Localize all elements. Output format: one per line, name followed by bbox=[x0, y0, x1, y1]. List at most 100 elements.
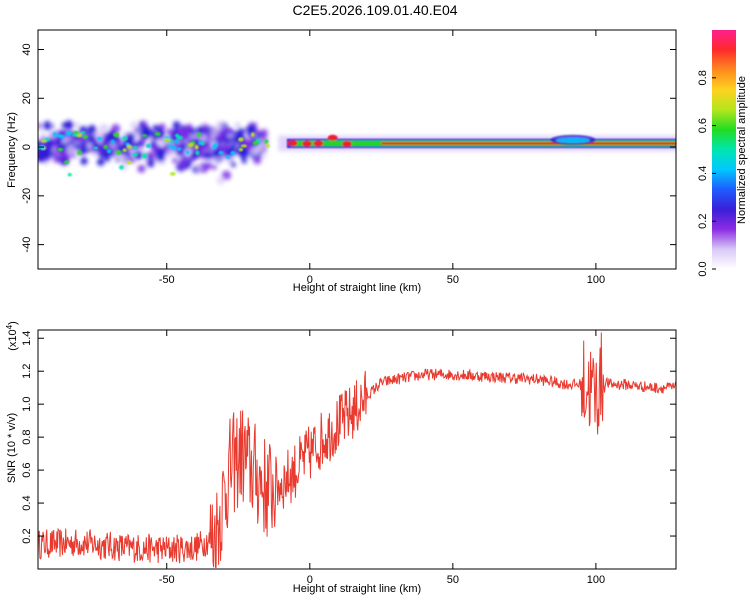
spectrogram-y-tick-label: -40 bbox=[21, 237, 33, 253]
scatter-blob bbox=[246, 124, 257, 135]
scatter-blob bbox=[44, 157, 50, 162]
scatter-hotspot bbox=[214, 142, 218, 148]
ridge-knot bbox=[327, 134, 338, 141]
scatter-blob bbox=[205, 162, 213, 170]
scatter-blob bbox=[156, 138, 165, 147]
scatter-blob bbox=[172, 121, 181, 130]
scatter-blob bbox=[140, 127, 149, 136]
scatter-hotspot bbox=[171, 145, 177, 151]
scatter-hotspot bbox=[225, 155, 231, 159]
scatter-blob bbox=[234, 121, 241, 129]
colorbar-tick-label: 0.2 bbox=[697, 214, 709, 229]
scatter-blob bbox=[236, 127, 246, 136]
scatter-blob bbox=[149, 131, 158, 139]
scatter-blob bbox=[146, 159, 155, 168]
scatter-hotspot bbox=[154, 132, 161, 137]
scatter-blob bbox=[230, 161, 236, 168]
scatter-blob bbox=[100, 123, 109, 133]
ridge-core bbox=[381, 142, 676, 145]
scatter-hotspot bbox=[122, 148, 127, 152]
spectrogram-core bbox=[38, 130, 676, 177]
scatter-blob bbox=[114, 136, 121, 143]
snr-y-tick-label: 1.4 bbox=[21, 331, 33, 346]
spectrogram-x-ticks: -50 0 50 100 bbox=[159, 30, 605, 286]
scatter-hotspot bbox=[174, 133, 180, 138]
scatter-blob bbox=[212, 147, 222, 158]
snr-x-tick-label: 100 bbox=[587, 574, 605, 586]
snr-y-axis-label: SNR (10 * v/v) bbox=[6, 413, 18, 483]
scatter-blob bbox=[171, 148, 178, 155]
scatter-hotspot bbox=[65, 130, 72, 136]
colorbar-ticks: 0.0 0.2 0.4 0.6 0.8 bbox=[697, 70, 716, 277]
scatter-blob bbox=[250, 147, 260, 157]
scatter-hotspot bbox=[106, 149, 112, 154]
scatter-hotspot bbox=[93, 146, 99, 150]
scatter-blob bbox=[87, 125, 97, 135]
snr-y-tick-label: 1.2 bbox=[21, 364, 33, 379]
scatter-hotspot bbox=[145, 143, 151, 148]
scatter-blob bbox=[172, 128, 179, 135]
scatter-hotspot bbox=[103, 144, 109, 150]
scatter-blob bbox=[221, 138, 226, 143]
scatter-hotspot bbox=[115, 149, 122, 155]
scatter-blob bbox=[137, 164, 146, 173]
colorbar-gradient bbox=[712, 30, 736, 269]
scatter-blob bbox=[156, 152, 166, 162]
scatter-hotspot bbox=[57, 147, 64, 152]
scatter-blob bbox=[41, 147, 52, 158]
snr-y-tick-label: 1.0 bbox=[21, 397, 33, 412]
scatter-hotspot bbox=[187, 142, 194, 148]
scatter-hotspot bbox=[238, 137, 244, 142]
scatter-hotspot bbox=[52, 131, 57, 137]
scatter-blob bbox=[186, 123, 193, 130]
spectrogram-y-tick-label: 40 bbox=[21, 43, 33, 55]
scatter-blob bbox=[53, 150, 58, 155]
scatter-blob bbox=[259, 128, 268, 138]
scatter-blob bbox=[194, 163, 202, 171]
scatter-hotspot bbox=[252, 140, 259, 146]
scatter-blob bbox=[244, 150, 250, 155]
scatter-blob bbox=[145, 151, 154, 160]
spectrogram-y-ticks: -40 -20 0 20 40 bbox=[21, 43, 676, 253]
spectrogram-x-tick-label: 0 bbox=[307, 274, 313, 286]
scatter-blob bbox=[227, 133, 232, 139]
snr-y-tick-label: 0.2 bbox=[21, 528, 33, 543]
scatter-hotspot bbox=[141, 153, 148, 159]
scatter-blob bbox=[86, 134, 96, 144]
colorbar-tick-label: 0.0 bbox=[697, 261, 709, 276]
scatter-blob bbox=[253, 155, 262, 165]
scatter-hotspot bbox=[44, 137, 50, 142]
scatter-blob bbox=[50, 122, 55, 128]
scatter-hotspot bbox=[240, 144, 247, 148]
snr-y-scale-label: (x104) bbox=[5, 321, 19, 351]
scatter-blob bbox=[65, 136, 72, 143]
scatter-blob bbox=[205, 133, 212, 141]
scatter-blob bbox=[68, 150, 74, 156]
colorbar-label: Normalized spectral amplitude bbox=[736, 76, 748, 224]
scatter-hotspot bbox=[141, 133, 147, 138]
spectrogram-x-tick-label: -50 bbox=[159, 274, 175, 286]
spectrogram-frame bbox=[37, 29, 677, 270]
scatter-hotspot bbox=[80, 130, 86, 135]
scatter-hotspot bbox=[174, 139, 180, 143]
scatter-blob bbox=[196, 126, 205, 135]
scatter-blob bbox=[209, 126, 220, 137]
scatter-blob bbox=[97, 152, 103, 158]
figure-title: C2E5.2026.109.01.40.E04 bbox=[292, 2, 457, 18]
scatter-hotspot bbox=[82, 134, 88, 139]
ridge-knot bbox=[301, 140, 312, 147]
colorbar: 0.0 0.2 0.4 0.6 0.8 Normalized spectral ampl… bbox=[697, 30, 748, 277]
spectrogram-panel: -50 0 50 100 -40 -20 0 20 40 Height of straight… bbox=[6, 29, 677, 294]
scatter-hotspot bbox=[177, 147, 182, 151]
snr-x-tick-label: 0 bbox=[307, 574, 313, 586]
spectrogram-x-axis-label: Height of straight line (km) bbox=[293, 282, 421, 294]
snr-y-tick-label: 0.4 bbox=[21, 495, 33, 510]
snr-x-tick-label: -50 bbox=[159, 574, 175, 586]
scatter-blob bbox=[215, 120, 225, 130]
scatter-blob bbox=[96, 158, 105, 166]
ridge-bulge-core bbox=[555, 137, 591, 144]
scatter-blob bbox=[38, 123, 41, 129]
scatter-hotspot bbox=[218, 150, 224, 155]
scatter-hotspot bbox=[59, 134, 65, 139]
